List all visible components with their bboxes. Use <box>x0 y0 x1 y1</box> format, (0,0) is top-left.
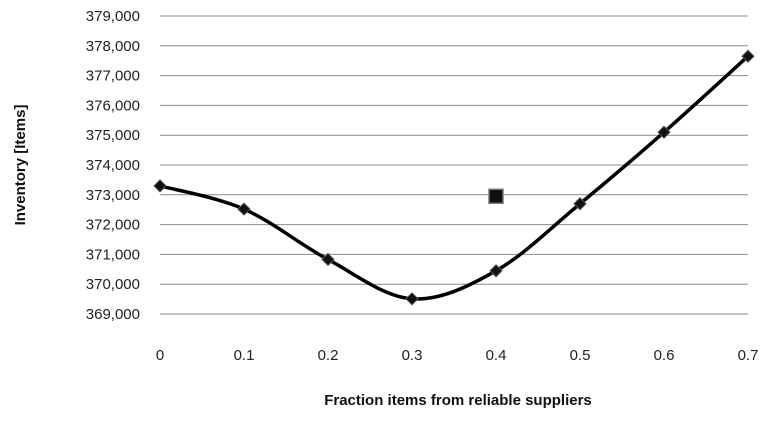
data-point-diamond <box>489 264 503 278</box>
gridlines <box>160 15 748 315</box>
data-point-diamond <box>321 252 335 267</box>
x-axis-ticks: 0 0.1 0.2 0.3 0.4 0.5 0.6 0.7 <box>156 347 759 364</box>
x-tick-label: 0.4 <box>486 347 507 364</box>
y-tick-label: 377,000 <box>86 68 140 85</box>
x-tick-label: 0.5 <box>570 347 591 364</box>
y-tick-label: 379,000 <box>86 8 140 25</box>
y-tick-label: 374,000 <box>86 157 140 174</box>
data-point-diamond <box>153 179 167 193</box>
x-tick-label: 0.2 <box>318 347 339 364</box>
data-point-diamond <box>573 197 587 211</box>
data-point-square <box>488 188 504 205</box>
x-tick-label: 0.6 <box>654 347 675 364</box>
data-point-diamond <box>657 125 671 139</box>
x-tick-label: 0.7 <box>738 347 759 364</box>
data-point-diamond <box>237 202 251 216</box>
data-point-diamond <box>741 49 755 63</box>
y-tick-label: 375,000 <box>86 127 140 144</box>
y-tick-label: 373,000 <box>86 187 140 204</box>
series-line <box>159 54 750 301</box>
data-point-diamond <box>405 292 419 306</box>
series-layer <box>153 49 755 306</box>
y-tick-label: 372,000 <box>86 217 140 234</box>
y-tick-label: 370,000 <box>86 276 140 293</box>
y-tick-label: 378,000 <box>86 38 140 55</box>
x-tick-label: 0 <box>156 347 164 364</box>
x-axis-title: Fraction items from reliable suppliers <box>324 392 592 409</box>
y-tick-label: 371,000 <box>86 246 140 263</box>
x-tick-label: 0.1 <box>234 347 255 364</box>
y-axis-ticks: 369,000 370,000 371,000 372,000 373,000 374,0… <box>86 8 140 323</box>
y-tick-label: 376,000 <box>86 97 140 114</box>
x-tick-label: 0.3 <box>402 347 423 364</box>
y-tick-label: 369,000 <box>86 306 140 323</box>
y-axis-title: Inventory [Items] <box>12 105 29 226</box>
